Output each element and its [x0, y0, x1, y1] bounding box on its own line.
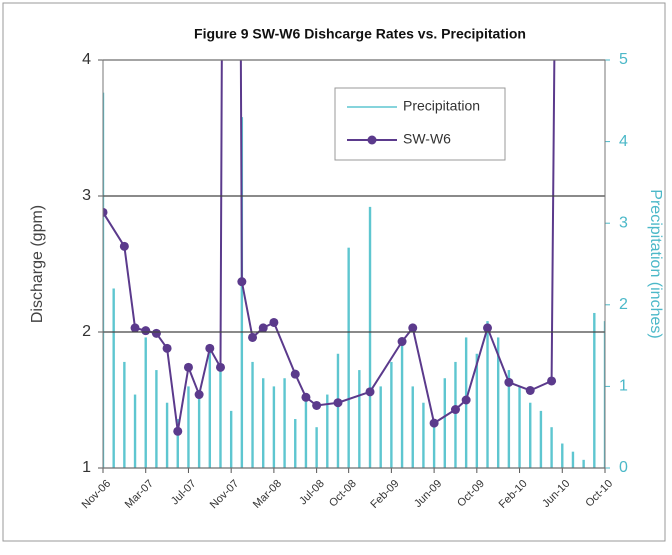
- y-axis-label: Discharge (gpm): [29, 205, 46, 323]
- y2-tick-label: 5: [619, 51, 628, 68]
- series-marker: [130, 323, 140, 333]
- series-marker: [258, 323, 268, 333]
- y2-axis-label: Precipitation (inches): [647, 189, 664, 338]
- series-marker: [215, 362, 225, 372]
- precip-bar: [358, 370, 361, 468]
- precip-bar: [326, 394, 329, 468]
- series-marker: [162, 343, 172, 353]
- series-marker: [151, 328, 161, 338]
- series-marker: [312, 400, 322, 410]
- precip-bar: [529, 402, 532, 468]
- precip-bar: [176, 419, 179, 468]
- series-marker: [547, 376, 557, 386]
- precip-bar: [603, 321, 605, 468]
- series-marker: [333, 398, 343, 408]
- series-marker: [173, 426, 183, 436]
- y2-tick-label: 4: [619, 133, 628, 150]
- series-marker: [483, 323, 493, 333]
- precip-bar: [336, 353, 340, 468]
- y-tick-label: 4: [82, 51, 91, 68]
- precip-bar: [379, 386, 382, 468]
- precip-bar: [251, 361, 254, 468]
- precip-bar: [561, 443, 564, 468]
- legend-label: SW-W6: [403, 131, 451, 147]
- legend-box: [334, 87, 506, 161]
- y-tick-label: 2: [82, 323, 91, 340]
- series-marker: [248, 332, 258, 342]
- precip-bar: [400, 337, 404, 468]
- series-marker: [397, 337, 407, 347]
- y2-tick-label: 3: [619, 214, 628, 231]
- series-marker: [525, 385, 535, 395]
- precip-bar: [571, 451, 575, 468]
- precip-bar: [443, 378, 446, 468]
- precip-bar: [272, 386, 276, 468]
- precip-bar: [240, 117, 244, 468]
- precip-bar: [165, 402, 169, 468]
- plot-border: [102, 59, 606, 469]
- precip-bar: [283, 378, 286, 468]
- precip-bar: [475, 353, 479, 468]
- precip-bar: [304, 394, 308, 468]
- precip-bar: [496, 337, 500, 468]
- y-tick-label: 1: [82, 459, 91, 476]
- precip-bar: [187, 386, 190, 468]
- precip-bar: [197, 394, 201, 468]
- series-marker: [194, 390, 204, 400]
- precip-bar: [422, 402, 425, 468]
- precip-bar: [133, 394, 137, 468]
- precip-bar: [454, 361, 457, 468]
- precip-bar: [229, 410, 233, 468]
- precip-bar: [262, 378, 265, 468]
- series-marker: [103, 207, 108, 217]
- y-tick-label: 3: [82, 187, 91, 204]
- legend-marker: [367, 135, 377, 145]
- y2-tick-label: 2: [619, 296, 628, 313]
- precip-bar: [432, 427, 436, 468]
- precip-bar: [539, 410, 543, 468]
- precip-bar: [390, 361, 393, 468]
- precip-bar: [112, 288, 115, 468]
- series-marker: [237, 277, 247, 287]
- series-marker: [504, 377, 514, 387]
- precip-bar: [208, 345, 212, 468]
- precip-bar: [507, 370, 511, 468]
- series-marker: [119, 241, 129, 251]
- y2-tick-label: 1: [619, 378, 628, 395]
- series-marker: [205, 343, 215, 353]
- y2-tick-label: 0: [619, 459, 628, 476]
- precip-bar: [103, 92, 105, 468]
- series-marker: [408, 323, 418, 333]
- series-marker: [301, 392, 311, 402]
- precip-bar: [486, 321, 489, 468]
- precip-bar: [123, 361, 126, 468]
- chart-title: Figure 9 SW-W6 Dishcarge Rates vs. Preci…: [194, 26, 526, 42]
- precip-bar: [294, 419, 297, 468]
- precip-bar: [411, 386, 414, 468]
- series-marker: [290, 369, 300, 379]
- series-marker: [461, 395, 471, 405]
- series-marker: [429, 418, 439, 428]
- series-marker: [365, 387, 375, 397]
- plot-area: [103, 60, 605, 468]
- precip-bar: [518, 386, 521, 468]
- series-marker: [269, 317, 279, 327]
- precip-bar: [219, 370, 222, 468]
- chart-frame: [2, 2, 666, 542]
- precip-bar: [347, 247, 350, 468]
- series-marker: [183, 362, 193, 372]
- precip-bar: [550, 427, 553, 468]
- series-marker: [141, 326, 151, 336]
- precip-bar: [155, 370, 158, 468]
- legend-label: Precipitation: [403, 98, 480, 114]
- precip-bar: [582, 459, 585, 468]
- series-marker: [450, 405, 460, 415]
- precip-bar: [368, 206, 372, 468]
- precip-bar: [144, 337, 147, 468]
- precip-bar: [315, 427, 318, 468]
- precip-bar: [593, 312, 596, 468]
